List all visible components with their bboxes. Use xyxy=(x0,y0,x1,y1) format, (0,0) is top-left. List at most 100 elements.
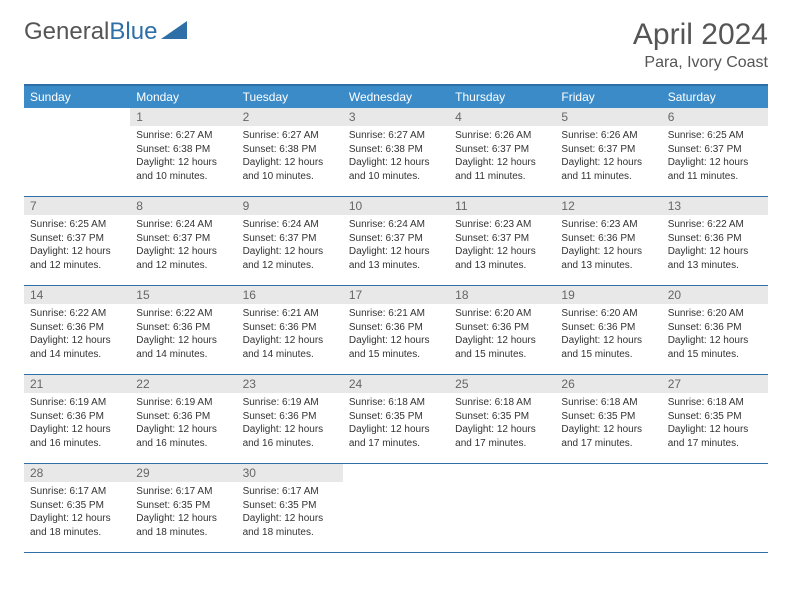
day-details: Sunrise: 6:17 AMSunset: 6:35 PMDaylight:… xyxy=(237,482,343,545)
calendar: Sunday Monday Tuesday Wednesday Thursday… xyxy=(24,84,768,553)
day-details: Sunrise: 6:20 AMSunset: 6:36 PMDaylight:… xyxy=(555,304,661,367)
day-cell: 24Sunrise: 6:18 AMSunset: 6:35 PMDayligh… xyxy=(343,375,449,463)
day-number: 29 xyxy=(130,464,236,482)
day-number: 26 xyxy=(555,375,661,393)
day-number: 7 xyxy=(24,197,130,215)
weekday-header: Tuesday xyxy=(237,86,343,108)
day-number: 1 xyxy=(130,108,236,126)
day-number: 2 xyxy=(237,108,343,126)
day-cell: 11Sunrise: 6:23 AMSunset: 6:37 PMDayligh… xyxy=(449,197,555,285)
day-details: Sunrise: 6:21 AMSunset: 6:36 PMDaylight:… xyxy=(237,304,343,367)
day-number: 6 xyxy=(662,108,768,126)
day-details: Sunrise: 6:26 AMSunset: 6:37 PMDaylight:… xyxy=(449,126,555,189)
day-details: Sunrise: 6:19 AMSunset: 6:36 PMDaylight:… xyxy=(237,393,343,456)
weekday-header: Wednesday xyxy=(343,86,449,108)
day-cell: 28Sunrise: 6:17 AMSunset: 6:35 PMDayligh… xyxy=(24,464,130,552)
week-row: 7Sunrise: 6:25 AMSunset: 6:37 PMDaylight… xyxy=(24,197,768,286)
weekday-header: Sunday xyxy=(24,86,130,108)
day-details: Sunrise: 6:24 AMSunset: 6:37 PMDaylight:… xyxy=(237,215,343,278)
day-cell: 30Sunrise: 6:17 AMSunset: 6:35 PMDayligh… xyxy=(237,464,343,552)
week-row: 14Sunrise: 6:22 AMSunset: 6:36 PMDayligh… xyxy=(24,286,768,375)
day-details: Sunrise: 6:24 AMSunset: 6:37 PMDaylight:… xyxy=(343,215,449,278)
weekday-header-row: Sunday Monday Tuesday Wednesday Thursday… xyxy=(24,86,768,108)
day-number: 20 xyxy=(662,286,768,304)
page-subtitle: Para, Ivory Coast xyxy=(633,54,768,72)
week-row: 21Sunrise: 6:19 AMSunset: 6:36 PMDayligh… xyxy=(24,375,768,464)
day-cell: 9Sunrise: 6:24 AMSunset: 6:37 PMDaylight… xyxy=(237,197,343,285)
day-number: 16 xyxy=(237,286,343,304)
logo: GeneralBlue xyxy=(24,18,187,46)
week-row: 28Sunrise: 6:17 AMSunset: 6:35 PMDayligh… xyxy=(24,464,768,553)
weekday-header: Monday xyxy=(130,86,236,108)
day-cell: 2Sunrise: 6:27 AMSunset: 6:38 PMDaylight… xyxy=(237,108,343,196)
day-details: Sunrise: 6:23 AMSunset: 6:37 PMDaylight:… xyxy=(449,215,555,278)
day-number: 13 xyxy=(662,197,768,215)
day-number: 18 xyxy=(449,286,555,304)
day-cell: 4Sunrise: 6:26 AMSunset: 6:37 PMDaylight… xyxy=(449,108,555,196)
day-cell: 1Sunrise: 6:27 AMSunset: 6:38 PMDaylight… xyxy=(130,108,236,196)
day-cell: 6Sunrise: 6:25 AMSunset: 6:37 PMDaylight… xyxy=(662,108,768,196)
day-cell: 27Sunrise: 6:18 AMSunset: 6:35 PMDayligh… xyxy=(662,375,768,463)
day-cell: 22Sunrise: 6:19 AMSunset: 6:36 PMDayligh… xyxy=(130,375,236,463)
day-details: Sunrise: 6:22 AMSunset: 6:36 PMDaylight:… xyxy=(24,304,130,367)
weekday-header: Saturday xyxy=(662,86,768,108)
day-number: 17 xyxy=(343,286,449,304)
day-details: Sunrise: 6:27 AMSunset: 6:38 PMDaylight:… xyxy=(343,126,449,189)
day-details: Sunrise: 6:22 AMSunset: 6:36 PMDaylight:… xyxy=(130,304,236,367)
day-cell: 13Sunrise: 6:22 AMSunset: 6:36 PMDayligh… xyxy=(662,197,768,285)
day-details: Sunrise: 6:19 AMSunset: 6:36 PMDaylight:… xyxy=(24,393,130,456)
day-details: Sunrise: 6:27 AMSunset: 6:38 PMDaylight:… xyxy=(237,126,343,189)
day-details: Sunrise: 6:18 AMSunset: 6:35 PMDaylight:… xyxy=(449,393,555,456)
day-details: Sunrise: 6:26 AMSunset: 6:37 PMDaylight:… xyxy=(555,126,661,189)
logo-triangle-icon xyxy=(161,18,187,46)
day-number: 5 xyxy=(555,108,661,126)
day-details: Sunrise: 6:18 AMSunset: 6:35 PMDaylight:… xyxy=(555,393,661,456)
week-row: 1Sunrise: 6:27 AMSunset: 6:38 PMDaylight… xyxy=(24,108,768,197)
day-number: 28 xyxy=(24,464,130,482)
day-number: 24 xyxy=(343,375,449,393)
day-number: 19 xyxy=(555,286,661,304)
day-cell: 17Sunrise: 6:21 AMSunset: 6:36 PMDayligh… xyxy=(343,286,449,374)
day-cell: 25Sunrise: 6:18 AMSunset: 6:35 PMDayligh… xyxy=(449,375,555,463)
day-number: 23 xyxy=(237,375,343,393)
day-cell: 19Sunrise: 6:20 AMSunset: 6:36 PMDayligh… xyxy=(555,286,661,374)
day-number: 27 xyxy=(662,375,768,393)
day-cell: 10Sunrise: 6:24 AMSunset: 6:37 PMDayligh… xyxy=(343,197,449,285)
day-number: 21 xyxy=(24,375,130,393)
day-cell: 29Sunrise: 6:17 AMSunset: 6:35 PMDayligh… xyxy=(130,464,236,552)
day-cell: 18Sunrise: 6:20 AMSunset: 6:36 PMDayligh… xyxy=(449,286,555,374)
day-details: Sunrise: 6:20 AMSunset: 6:36 PMDaylight:… xyxy=(449,304,555,367)
day-cell: 14Sunrise: 6:22 AMSunset: 6:36 PMDayligh… xyxy=(24,286,130,374)
day-cell: 5Sunrise: 6:26 AMSunset: 6:37 PMDaylight… xyxy=(555,108,661,196)
day-number: 8 xyxy=(130,197,236,215)
weekday-header: Thursday xyxy=(449,86,555,108)
day-number: 30 xyxy=(237,464,343,482)
logo-text-blue: Blue xyxy=(109,18,157,46)
day-cell: 7Sunrise: 6:25 AMSunset: 6:37 PMDaylight… xyxy=(24,197,130,285)
weekday-header: Friday xyxy=(555,86,661,108)
day-number: 25 xyxy=(449,375,555,393)
day-details: Sunrise: 6:23 AMSunset: 6:36 PMDaylight:… xyxy=(555,215,661,278)
day-number: 9 xyxy=(237,197,343,215)
day-number: 14 xyxy=(24,286,130,304)
day-cell: 3Sunrise: 6:27 AMSunset: 6:38 PMDaylight… xyxy=(343,108,449,196)
day-number: 10 xyxy=(343,197,449,215)
page-title: April 2024 xyxy=(633,18,768,52)
day-number: 22 xyxy=(130,375,236,393)
day-cell: 8Sunrise: 6:24 AMSunset: 6:37 PMDaylight… xyxy=(130,197,236,285)
day-details: Sunrise: 6:25 AMSunset: 6:37 PMDaylight:… xyxy=(662,126,768,189)
weeks-container: 1Sunrise: 6:27 AMSunset: 6:38 PMDaylight… xyxy=(24,108,768,553)
day-number: 3 xyxy=(343,108,449,126)
day-number: 11 xyxy=(449,197,555,215)
day-cell xyxy=(555,464,661,552)
day-details: Sunrise: 6:21 AMSunset: 6:36 PMDaylight:… xyxy=(343,304,449,367)
day-details: Sunrise: 6:19 AMSunset: 6:36 PMDaylight:… xyxy=(130,393,236,456)
day-details: Sunrise: 6:20 AMSunset: 6:36 PMDaylight:… xyxy=(662,304,768,367)
day-cell xyxy=(662,464,768,552)
header: GeneralBlue April 2024 Para, Ivory Coast xyxy=(24,18,768,72)
day-cell xyxy=(343,464,449,552)
day-cell: 23Sunrise: 6:19 AMSunset: 6:36 PMDayligh… xyxy=(237,375,343,463)
day-details: Sunrise: 6:25 AMSunset: 6:37 PMDaylight:… xyxy=(24,215,130,278)
day-details: Sunrise: 6:17 AMSunset: 6:35 PMDaylight:… xyxy=(130,482,236,545)
day-details: Sunrise: 6:17 AMSunset: 6:35 PMDaylight:… xyxy=(24,482,130,545)
